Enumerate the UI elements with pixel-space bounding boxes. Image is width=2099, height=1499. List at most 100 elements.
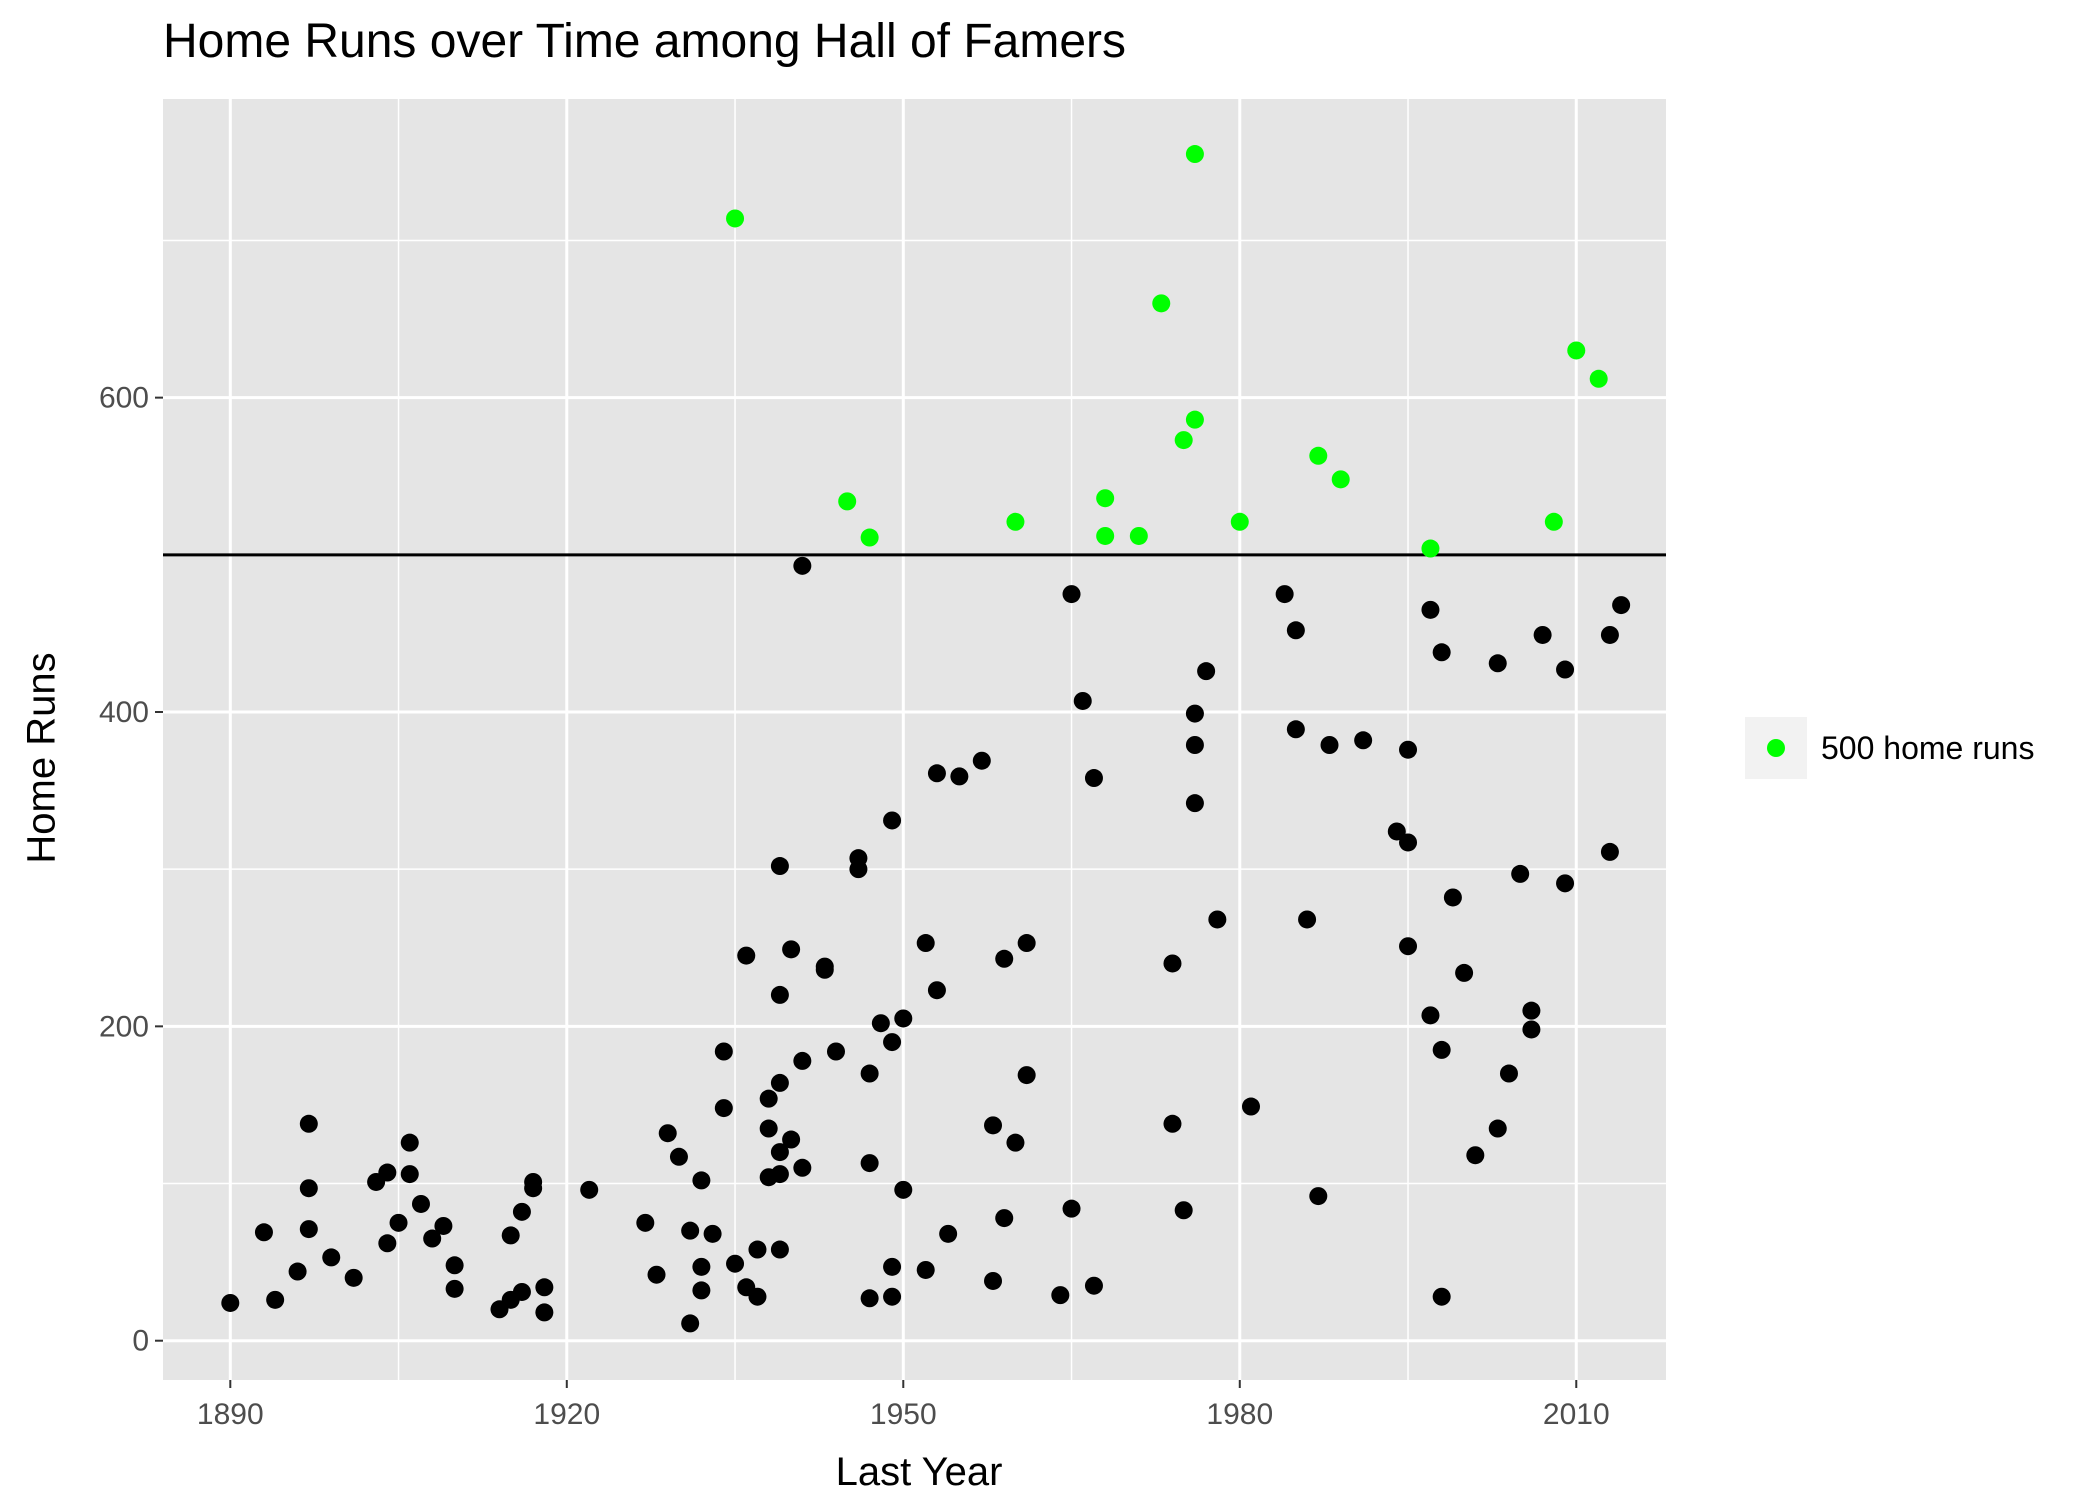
data-point: [748, 1287, 767, 1306]
data-point: [524, 1179, 543, 1198]
data-point-500-hr: [838, 492, 857, 511]
data-point: [1163, 1114, 1182, 1133]
legend-label: 500 home runs: [1821, 729, 2035, 766]
axis-ticks: [155, 396, 1578, 1388]
data-point: [1600, 625, 1619, 644]
data-point: [378, 1163, 397, 1182]
data-point: [849, 860, 868, 879]
data-point: [995, 1209, 1014, 1228]
data-point: [692, 1281, 711, 1300]
data-point: [726, 1254, 745, 1273]
x-tick-label: 1980: [1206, 1398, 1273, 1431]
data-point: [299, 1179, 318, 1198]
data-point: [1499, 1064, 1518, 1083]
x-tick-label: 1950: [870, 1398, 937, 1431]
data-point: [950, 767, 969, 786]
data-point: [411, 1194, 430, 1213]
data-point: [1387, 822, 1406, 841]
data-point: [1275, 585, 1294, 604]
data-point: [1017, 934, 1036, 953]
data-point: [692, 1257, 711, 1276]
data-point: [939, 1224, 958, 1243]
data-point: [1309, 1187, 1328, 1206]
tick-labels: 1890 1920 1950 1980 2010 0 200 400 600: [99, 382, 1610, 1431]
data-point: [445, 1256, 464, 1275]
x-tick-label: 1890: [197, 1398, 264, 1431]
data-point-500-hr: [1096, 526, 1115, 545]
x-axis-title: Last Year: [835, 1450, 1003, 1494]
data-points: [221, 145, 1631, 1333]
legend-key: [1745, 717, 1807, 779]
data-point: [692, 1171, 711, 1190]
data-point: [1185, 704, 1204, 723]
data-point: [1073, 691, 1092, 710]
data-point: [1399, 833, 1418, 852]
data-point: [580, 1180, 599, 1199]
data-point: [1084, 769, 1103, 788]
data-point: [1320, 736, 1339, 755]
data-point: [1399, 740, 1418, 759]
data-point: [423, 1229, 442, 1248]
data-point: [1533, 625, 1552, 644]
data-point: [860, 1064, 879, 1083]
data-point: [322, 1248, 341, 1267]
y-tick-label: 200: [99, 1010, 149, 1043]
data-point: [1185, 736, 1204, 755]
data-point: [871, 1014, 890, 1033]
data-point: [1443, 888, 1462, 907]
data-point: [1421, 600, 1440, 619]
data-point: [266, 1290, 285, 1309]
data-point: [1062, 1199, 1081, 1218]
data-point: [1522, 1001, 1541, 1020]
data-point: [894, 1009, 913, 1028]
data-point: [299, 1114, 318, 1133]
data-point: [647, 1265, 666, 1284]
data-point-500-hr: [1006, 512, 1025, 531]
data-point: [535, 1303, 554, 1322]
data-point: [1421, 1006, 1440, 1025]
data-point: [1197, 662, 1216, 681]
data-point: [927, 764, 946, 783]
data-point: [1488, 1119, 1507, 1138]
data-point: [1241, 1097, 1260, 1116]
data-point-500-hr: [1152, 294, 1171, 313]
data-point: [826, 1042, 845, 1061]
data-point: [860, 1289, 879, 1308]
data-point: [714, 1099, 733, 1118]
x-tick-label: 1920: [533, 1398, 600, 1431]
data-point: [883, 1287, 902, 1306]
data-point: [1600, 842, 1619, 861]
chart-title: Home Runs over Time among Hall of Famers: [163, 15, 1126, 68]
data-point: [1556, 660, 1575, 679]
data-point: [434, 1216, 453, 1235]
data-point: [714, 1042, 733, 1061]
data-point: [1062, 585, 1081, 604]
data-point: [378, 1234, 397, 1253]
data-point: [883, 1033, 902, 1052]
data-point: [1432, 643, 1451, 662]
data-point: [759, 1089, 778, 1108]
data-point-500-hr: [1174, 431, 1193, 450]
data-point: [501, 1226, 520, 1245]
data-point: [703, 1224, 722, 1243]
data-point: [770, 1143, 789, 1162]
data-point: [759, 1119, 778, 1138]
data-point-500-hr: [1129, 526, 1148, 545]
data-point-500-hr: [1185, 145, 1204, 164]
data-point: [1432, 1287, 1451, 1306]
data-point: [512, 1282, 531, 1301]
data-point-500-hr: [860, 528, 879, 547]
data-point: [995, 949, 1014, 968]
data-point-500-hr: [1589, 369, 1608, 388]
data-point: [782, 940, 801, 959]
data-point: [1163, 954, 1182, 973]
data-point-500-hr: [1544, 512, 1563, 531]
data-point: [1051, 1286, 1070, 1305]
data-point: [737, 946, 756, 965]
data-point: [770, 1073, 789, 1092]
data-point: [972, 751, 991, 770]
legend-marker-icon: [1767, 739, 1785, 757]
data-point: [1612, 596, 1631, 615]
data-point: [1399, 937, 1418, 956]
data-point: [916, 934, 935, 953]
